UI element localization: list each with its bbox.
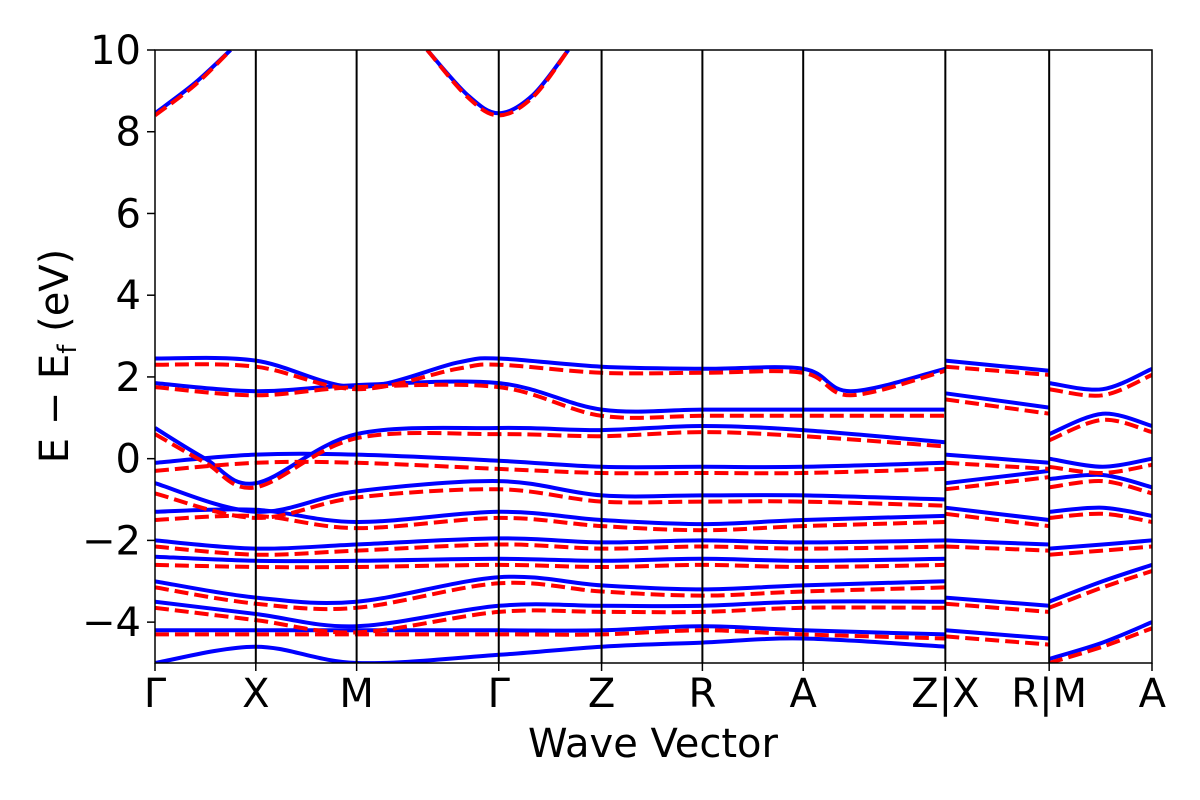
band-line — [945, 397, 1050, 416]
band-line — [1048, 456, 1152, 469]
x-tick-label: R|M — [1011, 671, 1087, 717]
high-symmetry-lines — [254, 50, 1051, 663]
band-line — [1048, 620, 1152, 661]
band-line — [1048, 626, 1152, 663]
band-line — [945, 468, 1050, 486]
band-line — [155, 430, 946, 490]
band-line — [155, 459, 946, 476]
band-line — [945, 475, 1050, 492]
y-axis-label-unit: (eV) — [32, 249, 78, 345]
band-line — [1048, 417, 1152, 443]
y-axis-label: E − Ef (eV) — [32, 249, 83, 464]
band-line — [1048, 373, 1152, 398]
band-line — [1049, 538, 1152, 551]
x-tick-label: Z — [588, 671, 615, 717]
band-line — [155, 513, 946, 533]
series-1-bands — [155, 50, 1152, 663]
y-tick-label: 4 — [116, 273, 141, 319]
band-line — [1049, 505, 1152, 518]
y-tick-label: 10 — [90, 28, 141, 74]
band-line — [155, 580, 946, 612]
band-line — [155, 382, 946, 420]
band-line — [945, 505, 1050, 522]
x-axis-label: Wave Vector — [528, 721, 779, 767]
x-tick-label: R — [688, 671, 716, 717]
y-tick-label: 8 — [116, 110, 141, 156]
x-axis-ticks: Γ X M Γ Z R A Z|X R|M A — [144, 663, 1167, 717]
x-tick-label: M — [339, 671, 374, 717]
y-axis-ticks: −4 −2 0 2 4 6 8 10 — [82, 28, 155, 646]
band-line — [945, 628, 1050, 641]
x-tick-label: A — [1139, 671, 1167, 717]
band-line — [155, 628, 946, 641]
band-line — [155, 362, 946, 398]
band-line — [425, 50, 570, 116]
band-line — [155, 542, 946, 557]
y-axis-label-subscript: f — [53, 344, 83, 354]
y-tick-label: −2 — [82, 518, 141, 564]
band-line — [155, 355, 946, 394]
band-line — [425, 50, 570, 118]
x-tick-label: A — [790, 671, 818, 717]
band-line — [155, 451, 946, 470]
x-tick-label: Γ — [144, 671, 167, 717]
y-tick-label: 0 — [116, 437, 141, 483]
band-line — [1048, 569, 1152, 610]
y-axis-label-main: E − E — [32, 354, 78, 464]
band-line — [945, 538, 1050, 547]
band-line — [1048, 479, 1152, 496]
x-tick-label: Z|X — [911, 671, 979, 717]
band-line — [155, 379, 946, 414]
band-line — [155, 574, 946, 605]
band-line — [155, 554, 946, 564]
band-line — [155, 536, 946, 551]
band-line — [155, 599, 946, 629]
band-line — [155, 423, 946, 486]
band-line — [945, 460, 1050, 471]
band-line — [155, 636, 946, 663]
plot-area — [154, 49, 1153, 664]
band-line — [945, 364, 1050, 377]
band-line — [945, 595, 1050, 608]
y-tick-label: 2 — [116, 355, 141, 401]
band-line — [155, 50, 233, 117]
band-line — [1048, 366, 1152, 392]
y-tick-label: 6 — [116, 191, 141, 237]
band-line — [945, 634, 1050, 647]
band-line — [945, 544, 1050, 553]
band-lines — [155, 50, 1152, 663]
band-line — [1048, 411, 1152, 436]
band-line — [945, 391, 1050, 410]
band-line — [155, 507, 946, 527]
band-line — [945, 358, 1050, 373]
band-line — [155, 562, 946, 570]
band-line — [1049, 544, 1152, 557]
band-line — [1048, 462, 1152, 476]
x-tick-label: Γ — [488, 671, 511, 717]
series-2-bands — [155, 50, 1152, 663]
plot-frame — [154, 49, 1153, 664]
band-line — [945, 452, 1050, 465]
band-line — [1048, 563, 1152, 604]
band-line — [1049, 511, 1152, 524]
band-line — [945, 511, 1050, 529]
band-line — [945, 601, 1050, 614]
band-line — [155, 605, 946, 635]
band-line — [155, 624, 946, 637]
y-tick-label: −4 — [82, 600, 141, 646]
band-line — [155, 487, 946, 520]
x-tick-label: X — [242, 671, 269, 717]
